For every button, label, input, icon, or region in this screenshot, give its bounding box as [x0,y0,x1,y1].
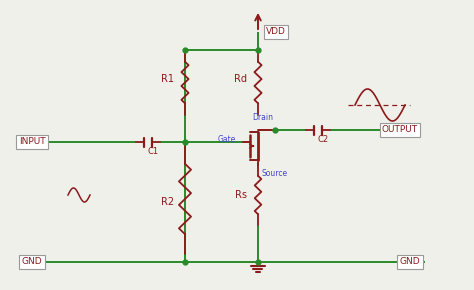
Text: OUTPUT: OUTPUT [382,126,418,135]
Text: R1: R1 [162,75,174,84]
Text: VDD: VDD [266,28,286,37]
Text: GND: GND [400,258,420,267]
Text: C1: C1 [147,148,159,157]
Text: C2: C2 [318,135,328,144]
Text: Rs: Rs [235,190,247,200]
Text: Gate: Gate [218,135,236,144]
Text: GND: GND [22,258,42,267]
Text: R2: R2 [162,197,174,207]
Text: INPUT: INPUT [18,137,46,146]
Text: Drain: Drain [253,113,273,122]
Text: Source: Source [262,169,288,178]
Text: Rd: Rd [235,75,247,84]
